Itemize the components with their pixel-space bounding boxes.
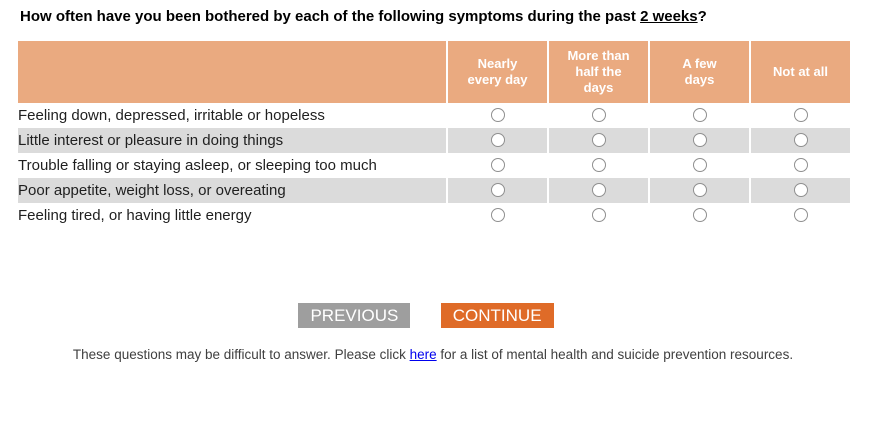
column-header-not-at-all: Not at all	[751, 41, 850, 103]
footer-text-before: These questions may be difficult to answ…	[72, 347, 410, 362]
column-header-blank	[18, 41, 446, 103]
button-row: PREVIOUS CONTINUE	[0, 303, 852, 328]
footer-note: These questions may be difficult to answ…	[0, 347, 866, 362]
radio-option[interactable]	[490, 133, 505, 148]
symptom-label: Little interest or pleasure in doing thi…	[18, 128, 446, 153]
question-title-underlined-text: 2 weeks	[640, 8, 698, 25]
option-cell	[549, 128, 648, 153]
radio-option[interactable]	[692, 183, 707, 198]
radio-option[interactable]	[490, 108, 505, 123]
option-cell	[549, 103, 648, 128]
option-cell	[751, 128, 850, 153]
radio-option[interactable]	[591, 183, 606, 198]
radio-option[interactable]	[793, 133, 808, 148]
option-cell	[549, 153, 648, 178]
option-cell	[751, 178, 850, 203]
radio-option[interactable]	[692, 133, 707, 148]
table-row: Feeling down, depressed, irritable or ho…	[18, 103, 850, 128]
radio-option[interactable]	[793, 183, 808, 198]
continue-button[interactable]: CONTINUE	[440, 303, 554, 328]
radio-option[interactable]	[793, 158, 808, 173]
option-cell	[549, 203, 648, 228]
column-header-a-few-days: A few days	[650, 41, 749, 103]
previous-button[interactable]: PREVIOUS	[298, 303, 411, 328]
column-header-nearly-every-day: Nearly every day	[448, 41, 547, 103]
table-row: Poor appetite, weight loss, or overeatin…	[18, 178, 850, 203]
option-cell	[751, 203, 850, 228]
option-cell	[751, 153, 850, 178]
symptom-label: Feeling tired, or having little energy	[18, 207, 252, 224]
column-header-more-than-half-the-days: More than half the days	[549, 41, 648, 103]
table-row: Little interest or pleasure in doing thi…	[18, 128, 850, 153]
radio-option[interactable]	[692, 158, 707, 173]
option-cell	[650, 203, 749, 228]
radio-option[interactable]	[692, 108, 707, 123]
symptom-label: Poor appetite, weight loss, or overeatin…	[18, 178, 446, 203]
symptom-label: Feeling down, depressed, irritable or ho…	[18, 107, 325, 124]
option-cell	[448, 203, 547, 228]
radio-option[interactable]	[793, 108, 808, 123]
option-cell	[751, 103, 850, 128]
table-row: Feeling tired, or having little energy	[18, 203, 850, 228]
radio-option[interactable]	[692, 208, 707, 223]
symptom-label: Trouble falling or staying asleep, or sl…	[18, 157, 377, 174]
radio-option[interactable]	[490, 183, 505, 198]
radio-option[interactable]	[591, 208, 606, 223]
question-title: How often have you been bothered by each…	[20, 8, 894, 26]
option-cell	[650, 103, 749, 128]
radio-option[interactable]	[591, 133, 606, 148]
footer-text-after: for a list of mental health and suicide …	[436, 347, 794, 362]
option-cell	[549, 178, 648, 203]
option-cell	[448, 153, 547, 178]
radio-option[interactable]	[591, 108, 606, 123]
table-row: Trouble falling or staying asleep, or sl…	[18, 153, 850, 178]
option-cell	[448, 128, 547, 153]
option-cell	[448, 103, 547, 128]
radio-option[interactable]	[490, 208, 505, 223]
radio-option[interactable]	[591, 158, 606, 173]
question-title-text: How often have you been bothered by each…	[20, 8, 641, 25]
option-cell	[650, 153, 749, 178]
resources-link[interactable]: here	[409, 347, 437, 362]
option-cell	[650, 178, 749, 203]
option-cell	[448, 178, 547, 203]
symptoms-table: Nearly every day More than half the days…	[16, 41, 852, 228]
table-header-row: Nearly every day More than half the days…	[18, 41, 850, 103]
option-cell	[650, 128, 749, 153]
radio-option[interactable]	[793, 208, 808, 223]
question-title-suffix: ?	[697, 8, 707, 25]
radio-option[interactable]	[490, 158, 505, 173]
